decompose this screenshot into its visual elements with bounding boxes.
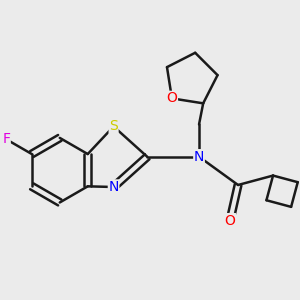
Text: O: O [167, 92, 177, 105]
Text: S: S [109, 119, 118, 134]
Text: N: N [194, 150, 204, 164]
Text: O: O [224, 214, 236, 228]
Text: F: F [2, 132, 10, 146]
Text: N: N [108, 180, 119, 194]
